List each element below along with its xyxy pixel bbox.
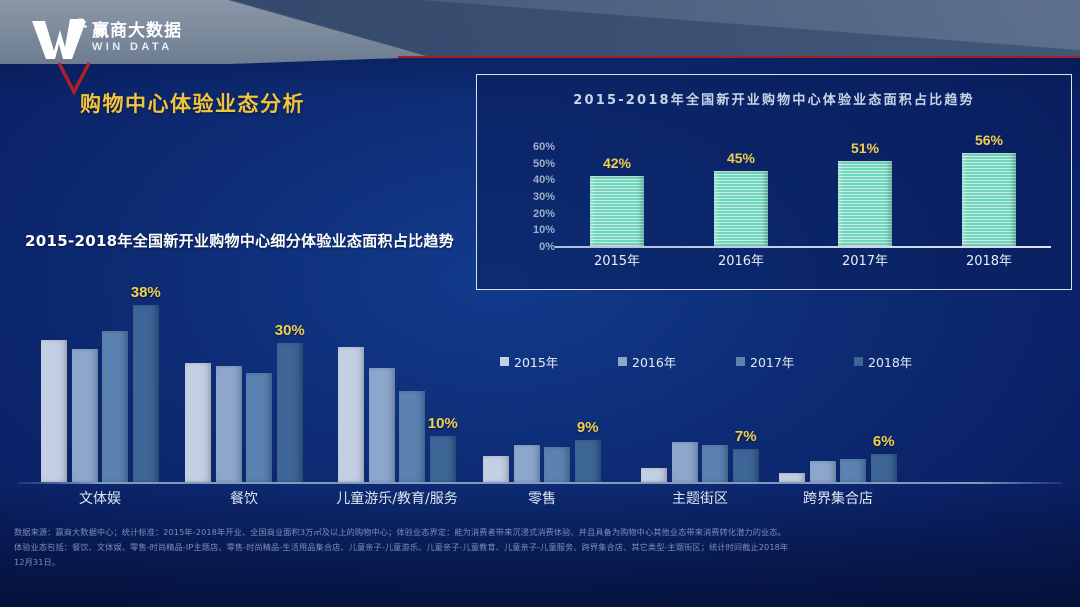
main-bar [399,391,426,482]
header-red-rule [398,56,1080,58]
main-bar [671,442,698,482]
legend-item[interactable]: 2016年 [618,352,676,372]
inset-x-tick-label: 2018年 [965,254,1013,269]
main-bar-value-label: 10% [427,414,458,432]
legend-label: 2017年 [750,355,795,370]
inset-bar-value-label: 56% [974,131,1004,148]
main-bar [41,340,68,482]
inset-bar [962,152,1016,246]
inset-y-tick-label: 30% [532,191,555,203]
main-x-tick-label: 儿童游乐/教育/服务 [336,491,458,507]
page-title: 购物中心体验业态分析 [80,92,305,116]
brand-name-en: WIN DATA [92,41,173,53]
inset-y-tick-label: 10% [532,224,555,237]
footnote-line: 数据来源：赢商大数据中心；统计标准：2015年-2018年开业、全国商业面积3万… [14,527,786,537]
main-bar [574,440,601,482]
inset-x-tick-label: 2017年 [841,254,889,269]
main-bar [870,454,897,482]
main-bar [809,461,836,482]
footnote: 数据来源：赢商大数据中心；统计标准：2015年-2018年开业、全国商业面积3万… [14,525,1072,570]
main-bar [779,472,806,482]
inset-bar [590,176,644,246]
main-bar [246,372,273,482]
inset-chart-panel: 2015-2018年全国新开业购物中心体验业态面积占比趋势 0% 10% 20% 30… [476,74,1072,290]
footnote-line: 体验业态包括：餐饮、文体娱、零售-时尚精品-IP主题店、零售-时尚精品-生活用品… [14,542,789,552]
inset-chart-plot: 0% 10% 20% 30% 40% 50% 60% 42% 2015年 45% 2016年 51%… [517,123,1057,271]
main-bar [132,305,159,482]
main-x-tick-label: 跨界集合店 [803,491,873,507]
inset-y-tick-label: 20% [532,207,555,220]
inset-y-axis: 0% 10% 20% 30% 40% 50% 60% [517,123,555,253]
inset-y-tick-label: 60% [532,141,555,153]
main-bar [71,349,98,482]
legend-label: 2016年 [632,355,677,370]
main-bar-value-label: 9% [576,419,599,437]
legend-swatch-icon [618,357,627,366]
inset-bar-value-label: 42% [602,155,632,171]
legend-label: 2015年 [514,355,559,370]
legend-label: 2018年 [868,355,913,370]
main-bar [338,347,365,482]
legend-item[interactable]: 2017年 [736,352,794,372]
main-bar [185,363,212,482]
legend-swatch-icon [736,357,745,366]
main-bar [840,458,867,482]
inset-bar [838,161,892,246]
inset-y-tick-label: 0% [539,241,555,253]
brand-logo: 赢商大数据 WIN DATA [30,18,190,60]
main-bar [429,435,456,482]
inset-y-tick-label: 50% [532,157,555,170]
brand-wordmark: 赢商大数据 WIN DATA [92,22,182,54]
header-banner: 赢商大数据 WIN DATA [0,0,1080,70]
brand-name-cn: 赢商大数据 [92,21,182,41]
main-bar-value-label: 30% [274,321,305,339]
main-bar [276,342,303,482]
legend-item[interactable]: 2018年 [854,352,912,372]
main-bar-value-label: 6% [872,433,895,451]
v-chevron-marker-icon [57,62,91,96]
main-x-tick-label: 文体娱 [79,491,121,507]
main-bar [102,330,129,482]
main-bar [483,456,510,482]
main-bar [215,365,242,482]
main-bar [513,444,540,482]
main-x-tick-label: 主题街区 [672,491,728,507]
main-bar [702,444,729,482]
main-bar [368,368,395,482]
main-chart-plot: 38% 文体娱 30% 餐饮 10% 儿童游乐/教育/服务 9% 零售 7% 主题街区 6% 跨界集合… [0,262,1080,512]
main-x-tick-label: 零售 [528,491,556,507]
inset-chart-title: 2015-2018年全国新开业购物中心体验业态面积占比趋势 [573,93,975,108]
main-x-tick-label: 餐饮 [230,491,258,507]
inset-x-axis-line [555,245,1051,248]
inset-bar-value-label: 45% [726,150,756,166]
main-bar-value-label: 38% [130,284,161,302]
inset-y-tick-label: 40% [532,174,555,187]
main-bar [641,468,668,482]
legend-item[interactable]: 2015年 [500,352,558,372]
main-bar-value-label: 7% [734,428,757,446]
inset-x-tick-label: 2015年 [593,254,641,269]
w-monogram-logo-icon [32,18,87,59]
inset-bar-value-label: 51% [850,140,880,156]
inset-bar [714,171,768,246]
legend-swatch-icon [854,357,863,366]
main-bar [732,449,759,482]
main-x-axis-line [18,482,1062,484]
footnote-line: 12月31日。 [14,557,61,567]
legend-swatch-icon [500,357,509,366]
inset-x-tick-label: 2016年 [717,254,765,269]
main-chart-title: 2015-2018年全国新开业购物中心细分体验业态面积占比趋势 [25,232,455,250]
main-bar [544,447,571,482]
